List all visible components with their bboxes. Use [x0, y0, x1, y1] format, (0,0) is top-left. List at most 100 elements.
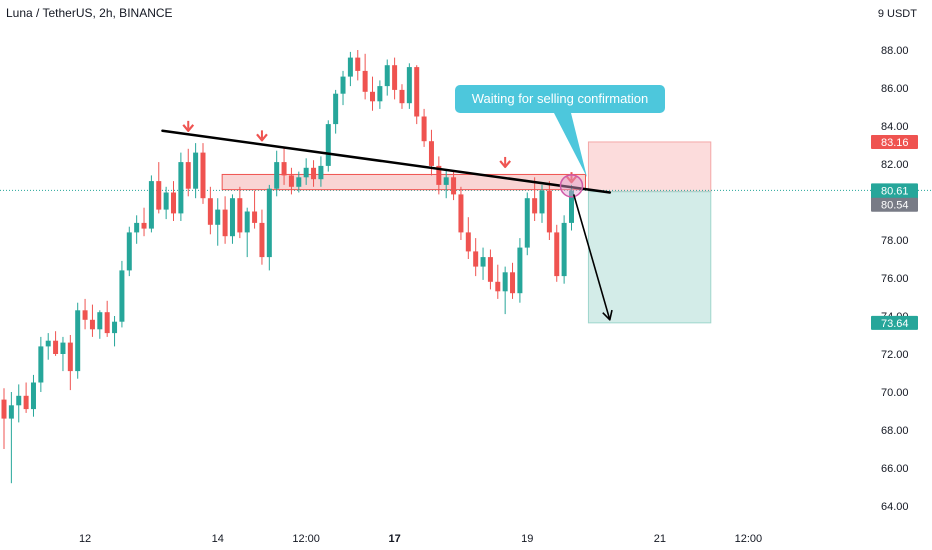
candle [104, 300, 110, 337]
candle [237, 186, 243, 239]
candle [546, 181, 552, 240]
take-profit-zone[interactable] [587, 191, 712, 324]
x-tick-label: 21 [654, 533, 666, 545]
y-tick-label: 64.00 [881, 501, 909, 513]
candle [495, 264, 501, 299]
callout-text: Waiting for selling confirmation [472, 91, 649, 106]
candle [458, 186, 464, 240]
svg-text:73.64: 73.64 [881, 318, 909, 330]
candle [112, 316, 118, 347]
candle [193, 143, 199, 199]
y-tick-label: 78.00 [881, 235, 909, 247]
time-axis[interactable]: 12 14 12:00 17 19 21 12:00 [79, 533, 762, 545]
candle [406, 63, 412, 109]
candle [355, 50, 361, 81]
drawings-layer: Waiting for selling confirmation [161, 85, 665, 321]
y-tick-label: 86.00 [881, 83, 909, 95]
candle [399, 84, 405, 109]
candle [126, 226, 132, 277]
scale-label[interactable]: 9 [878, 8, 884, 20]
candle [311, 160, 317, 187]
down-arrow-icon [256, 130, 268, 142]
trendline[interactable] [161, 129, 612, 194]
down-arrow-icon [499, 156, 512, 169]
candle [303, 158, 309, 185]
candle [244, 207, 250, 258]
down-arrow-icon [182, 120, 195, 132]
candle [384, 59, 390, 96]
highlight-circle[interactable] [559, 174, 584, 198]
candle [163, 186, 169, 220]
candle [510, 262, 516, 299]
candle [414, 65, 420, 125]
candle [82, 298, 88, 330]
chart-title: Luna / TetherUS, 2h, BINANCE [6, 6, 173, 20]
candle [370, 76, 375, 111]
stop-price-tag: 83.16 [871, 134, 918, 149]
candle [200, 143, 206, 204]
candle [554, 224, 560, 282]
position-tool[interactable] [0, 141, 932, 324]
candle [436, 156, 442, 195]
y-tick-label: 70.00 [881, 387, 909, 399]
candle [97, 310, 103, 339]
candle [524, 192, 530, 256]
candle [134, 215, 140, 244]
candle [8, 392, 14, 484]
candle [156, 162, 162, 214]
candle [45, 333, 51, 360]
x-tick-label: 12:00 [735, 533, 763, 545]
candle [502, 266, 508, 315]
candle [539, 184, 545, 223]
candle [259, 209, 265, 265]
candle [23, 382, 29, 413]
y-tick-label: 76.00 [881, 273, 909, 285]
candle [296, 171, 302, 193]
candle [171, 181, 177, 221]
candle [274, 150, 280, 197]
candle [421, 108, 427, 147]
candle [392, 57, 398, 100]
candle [487, 249, 493, 290]
x-tick-label: 12 [79, 533, 91, 545]
candle [178, 152, 184, 221]
candle [451, 171, 457, 201]
candle [67, 335, 73, 391]
candle [561, 215, 567, 284]
price-axis[interactable]: 88.0086.0084.0082.0080.0078.0076.0074.00… [871, 45, 924, 513]
candle [281, 146, 287, 185]
candle [568, 184, 574, 231]
candle [215, 198, 221, 246]
x-tick-label: 17 [388, 533, 400, 545]
y-tick-label: 72.00 [881, 349, 909, 361]
candle [473, 238, 479, 277]
entry-price-tag: 80.54 [871, 197, 918, 212]
target-price-tag: 73.64 [871, 315, 918, 330]
candle [333, 89, 339, 134]
candle [141, 207, 147, 237]
candle [377, 80, 383, 109]
candle [1, 388, 7, 449]
candle [207, 186, 213, 235]
svg-text:80.61: 80.61 [881, 185, 909, 197]
y-tick-label: 84.00 [881, 121, 909, 133]
currency-label[interactable]: USDT [887, 8, 917, 20]
candle [222, 196, 228, 244]
y-tick-label: 88.00 [881, 45, 909, 57]
stop-loss-zone[interactable] [587, 141, 712, 193]
candle [362, 53, 368, 100]
candle [480, 247, 486, 280]
y-tick-label: 66.00 [881, 463, 909, 475]
candles-layer [1, 50, 574, 484]
x-tick-label: 14 [212, 533, 224, 545]
candle [318, 156, 324, 187]
candle [340, 70, 346, 106]
candle [38, 336, 44, 392]
svg-text:80.54: 80.54 [881, 200, 909, 212]
candle [119, 260, 125, 328]
callout-bubble[interactable]: Waiting for selling confirmation [455, 85, 665, 178]
projection-arrow[interactable] [572, 194, 613, 321]
candle [16, 384, 22, 423]
candle [347, 51, 353, 87]
